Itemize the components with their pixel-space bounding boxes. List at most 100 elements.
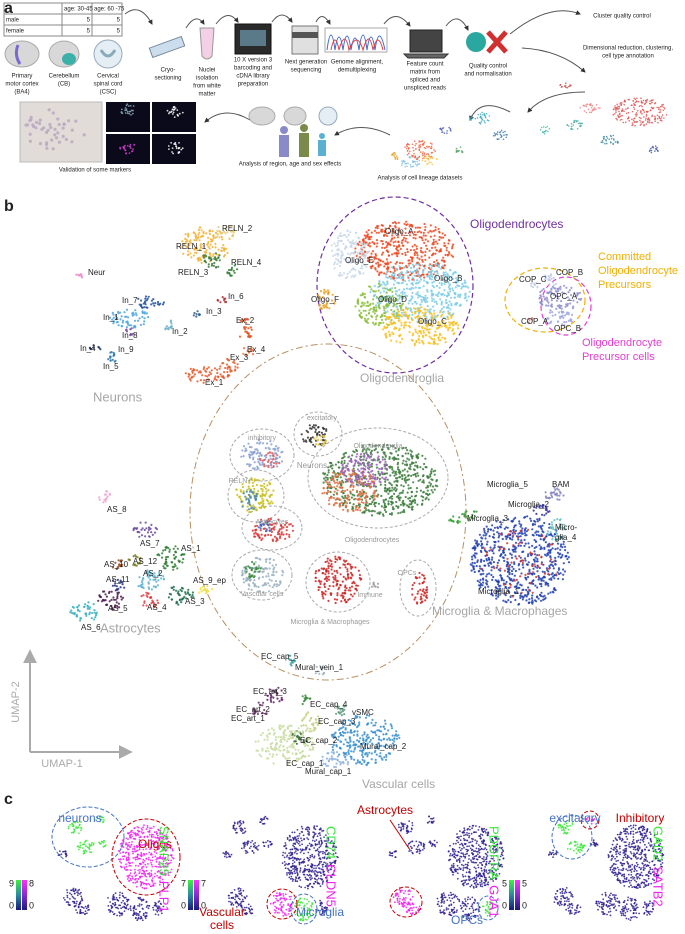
cell-dot (390, 278, 392, 280)
cell-dot (248, 508, 250, 510)
cell-dot (327, 289, 329, 291)
cell-dot (390, 340, 392, 342)
cell-dot (432, 294, 434, 296)
cell-dot (407, 162, 409, 164)
cell-dot (414, 500, 416, 502)
cell-dot (485, 116, 487, 118)
cell-dot (390, 496, 392, 498)
cell-dot (93, 609, 95, 611)
cell-dot (258, 535, 260, 537)
cell-dot (436, 285, 438, 287)
cell-dot (481, 119, 483, 121)
cell-dot (255, 499, 257, 501)
cell-dot (345, 497, 347, 499)
cell-dot (617, 141, 619, 143)
cell-dot (448, 240, 450, 242)
cell-dot (215, 266, 217, 268)
cell-dot (397, 241, 399, 243)
cell-dot (456, 151, 458, 153)
cell-dot (399, 492, 401, 494)
cell-dot (250, 326, 252, 328)
cell-dot (169, 593, 171, 595)
cell-dot (380, 495, 382, 497)
cell-dot (240, 456, 242, 458)
cell-dot (398, 273, 400, 275)
cell-dot (641, 102, 643, 104)
cell-dot (428, 161, 430, 163)
cell-dot (391, 468, 393, 470)
cell-dot (646, 111, 648, 113)
cell-dot (612, 143, 614, 145)
cell-dot (423, 578, 425, 580)
cell-dot (397, 466, 399, 468)
cell-dot (430, 157, 432, 159)
cell-dot (319, 307, 321, 309)
cell-dot (243, 578, 245, 580)
cell-dot (274, 526, 276, 528)
cell-dot (450, 130, 452, 132)
cell-dot (132, 312, 134, 314)
cell-dot (572, 128, 574, 130)
cell-dot (390, 503, 392, 505)
cell-dot (395, 501, 397, 503)
cell-dot (417, 273, 419, 275)
cell-dot (335, 488, 337, 490)
cell-dot (121, 325, 123, 327)
cell-dot (561, 308, 563, 310)
cell-dot (261, 534, 263, 536)
cell-dot (368, 503, 370, 505)
cell-dot (340, 491, 342, 493)
cell-dot (425, 487, 427, 489)
cell-dot (188, 373, 190, 375)
cell-dot (398, 222, 400, 224)
cell-dot (659, 112, 661, 114)
cell-dot (343, 559, 345, 561)
cell-dot (422, 151, 424, 153)
cell-dot (363, 453, 365, 455)
cell-dot (373, 485, 375, 487)
cell-dot (613, 114, 615, 116)
cell-dot (163, 301, 165, 303)
cell-dot (275, 580, 277, 582)
cell-dot (417, 307, 419, 309)
cell-dot (336, 493, 338, 495)
cell-dot (123, 148, 125, 150)
cell-dot (442, 232, 444, 234)
cell-dot (431, 143, 433, 145)
cell-dot (567, 87, 569, 89)
cell-dot (394, 241, 396, 243)
cell-dot (337, 489, 339, 491)
cell-dot (166, 325, 168, 327)
cell-dot (548, 283, 550, 285)
cell-dot (382, 459, 384, 461)
cell-dot (568, 86, 570, 88)
cell-dot (328, 572, 330, 574)
cell-dot (554, 287, 556, 289)
cell-dot (410, 166, 412, 168)
cell-dot (412, 481, 414, 483)
cell-dot (346, 480, 348, 482)
cell-dot (131, 151, 133, 153)
cell-dot (74, 120, 77, 123)
cell-dot (252, 482, 254, 484)
cell-dot (337, 588, 339, 590)
cell-dot (245, 326, 247, 328)
cell-dot (589, 104, 591, 106)
cell-dot (410, 506, 412, 508)
cell-dot (349, 460, 351, 462)
cell-dot (358, 475, 360, 477)
cell-dot (286, 529, 288, 531)
cell-dot (551, 278, 553, 280)
cell-dot (168, 148, 170, 150)
cell-dot (406, 449, 408, 451)
cell-dot (424, 458, 426, 460)
cell-dot (254, 467, 256, 469)
cell-dot (464, 282, 466, 284)
cell-dot (130, 144, 132, 146)
cell-dot (656, 107, 658, 109)
cell-dot (399, 275, 401, 277)
cell-dot (417, 294, 419, 296)
cell-dot (393, 456, 395, 458)
cell-dot (437, 343, 439, 345)
cell-dot (382, 456, 384, 458)
